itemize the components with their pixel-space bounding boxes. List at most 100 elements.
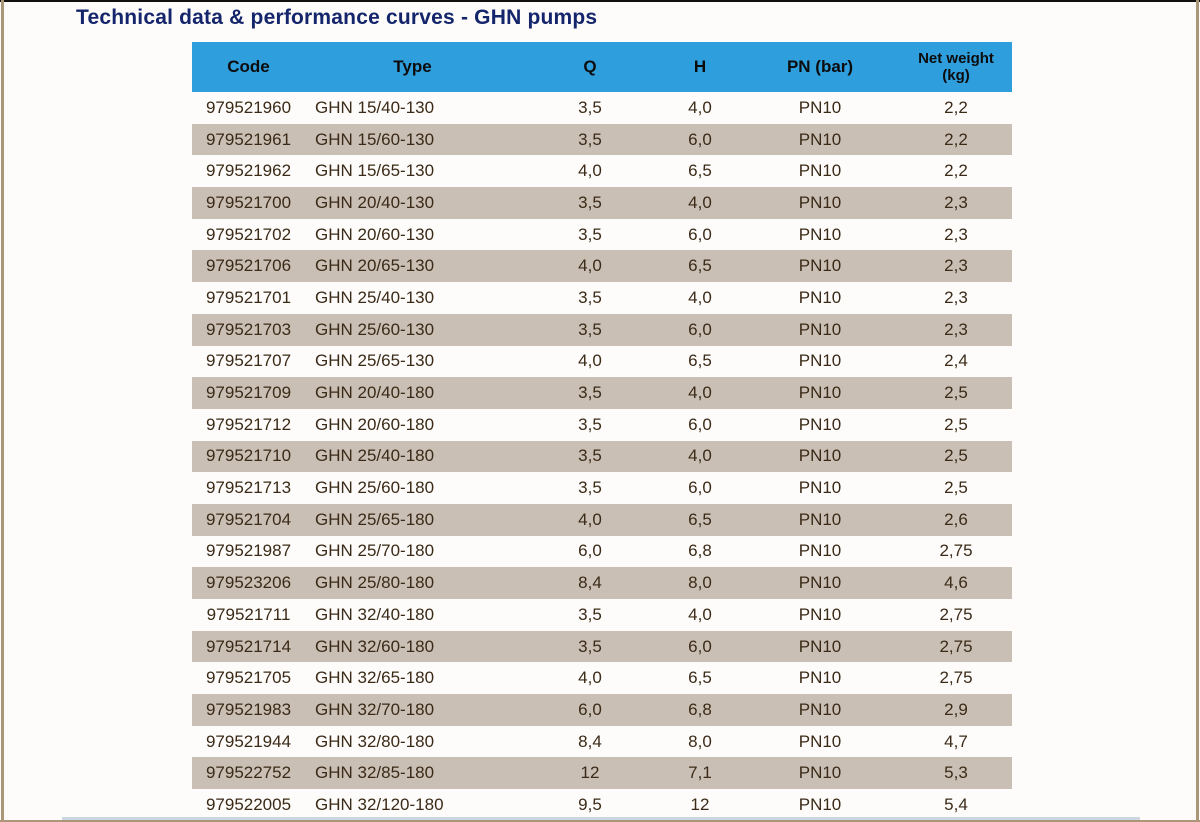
cell-q: 12 [580,763,600,783]
table-row: 979522752 GHN 32/85-180 12 7,1 PN10 5,3 [192,757,1012,790]
page-border-right [1196,0,1199,822]
cell-code: 979521707 [205,351,292,371]
cell-q: 3,5 [578,224,602,244]
cell-weight: 2,4 [944,351,968,371]
cell-code: 979521944 [205,731,292,751]
cell-pn: PN10 [798,573,842,593]
column-header-h: H [660,42,740,92]
cell-type: GHN 20/40-180 [315,383,435,403]
cell-code: 979521703 [205,319,292,339]
cell-type: GHN 20/60-180 [315,414,435,434]
page-border-top [0,0,1200,2]
cell-type: GHN 25/65-180 [315,509,435,529]
table-row: 979521713 GHN 25/60-180 3,5 6,0 PN10 2,5 [192,472,1012,504]
cell-q: 4,0 [578,668,602,688]
cell-h: 6,0 [688,319,712,339]
cell-weight: 2,6 [944,509,968,529]
cell-pn: PN10 [798,478,842,498]
cell-pn: PN10 [798,414,842,434]
cell-h: 6,0 [688,414,712,434]
cell-weight: 2,2 [944,129,968,149]
table-row: 979521711 GHN 32/40-180 3,5 4,0 PN10 2,75 [192,599,1012,631]
cell-pn: PN10 [798,383,842,403]
cell-h: 6,0 [688,224,712,244]
cell-h: 4,0 [688,383,712,403]
cell-type: GHN 25/40-180 [315,446,435,466]
table-row: 979521960 GHN 15/40-130 3,5 4,0 PN10 2,2 [192,92,1012,124]
table-row: 979521702 GHN 20/60-130 3,5 6,0 PN10 2,3 [192,219,1012,251]
cell-code: 979521987 [205,541,292,561]
cell-pn: PN10 [798,224,842,244]
cell-pn: PN10 [798,161,842,181]
cell-pn: PN10 [798,731,842,751]
cell-q: 3,5 [578,604,602,624]
cell-h: 6,5 [688,351,712,371]
cell-pn: PN10 [798,541,842,561]
cell-type: GHN 25/70-180 [315,541,435,561]
cell-pn: PN10 [798,794,842,814]
cell-h: 6,8 [688,699,712,719]
cell-weight: 2,3 [944,256,968,276]
table-row: 979521961 GHN 15/60-130 3,5 6,0 PN10 2,2 [192,123,1012,156]
cell-q: 3,5 [578,192,602,212]
cell-code: 979521961 [205,129,292,149]
cell-type: GHN 32/65-180 [315,668,435,688]
cell-q: 3,5 [578,446,602,466]
cell-code: 979521705 [205,668,292,688]
cell-h: 6,5 [688,256,712,276]
cell-pn: PN10 [798,192,842,212]
cell-h: 8,0 [688,731,712,751]
cell-type: GHN 20/60-130 [315,224,435,244]
table-row: 979522005 GHN 32/120-180 9,5 12 PN10 5,4 [192,789,1012,821]
cell-pn: PN10 [798,287,842,307]
cell-q: 3,5 [578,319,602,339]
page-title: Technical data & performance curves - GH… [76,6,598,29]
cell-q: 3,5 [578,636,602,656]
cell-type: GHN 25/60-180 [315,478,435,498]
table-row: 979521710 GHN 25/40-180 3,5 4,0 PN10 2,5 [192,440,1012,473]
cell-code: 979521960 [205,97,292,117]
table-row: 979521700 GHN 20/40-130 3,5 4,0 PN10 2,3 [192,187,1012,219]
cell-q: 3,5 [578,383,602,403]
cell-type: GHN 15/60-130 [315,129,435,149]
cell-pn: PN10 [798,763,842,783]
cell-h: 4,0 [688,287,712,307]
cell-h: 12 [690,794,710,814]
cell-pn: PN10 [798,699,842,719]
cell-type: GHN 15/65-130 [315,161,435,181]
cell-weight: 2,2 [944,161,968,181]
table-body: 979521960 GHN 15/40-130 3,5 4,0 PN10 2,2 97952… [192,92,1012,821]
cell-weight: 2,3 [944,287,968,307]
pump-data-table: Code Type Q H PN (bar) Net weight (kg) 979521… [192,42,1012,821]
page-border-bottom [0,820,1200,822]
cell-weight: 2,75 [939,541,973,561]
column-header-code: Code [192,42,305,92]
table-row: 979521707 GHN 25/65-130 4,0 6,5 PN10 2,4 [192,346,1012,378]
cell-h: 6,0 [688,478,712,498]
cell-q: 4,0 [578,351,602,371]
cell-code: 979521706 [205,256,292,276]
cell-q: 8,4 [578,731,602,751]
cell-code: 979521711 [206,604,291,624]
cell-h: 4,0 [688,446,712,466]
cell-q: 3,5 [578,414,602,434]
cell-type: GHN 15/40-130 [315,97,435,117]
cell-h: 4,0 [688,604,712,624]
cell-weight: 2,3 [944,224,968,244]
cell-h: 6,5 [688,161,712,181]
cell-type: GHN 32/60-180 [315,636,435,656]
cell-type: GHN 25/65-130 [315,351,435,371]
table-row: 979521703 GHN 25/60-130 3,5 6,0 PN10 2,3 [192,313,1012,346]
table-row: 979521705 GHN 32/65-180 4,0 6,5 PN10 2,75 [192,662,1012,694]
cell-weight: 4,7 [944,731,968,751]
cell-code: 979522752 [205,763,292,783]
cell-pn: PN10 [798,604,842,624]
cell-q: 8,4 [578,573,602,593]
cell-weight: 5,3 [944,763,968,783]
cell-type: GHN 25/80-180 [315,573,435,593]
cell-type: GHN 20/40-130 [315,192,435,212]
cell-weight: 2,5 [944,383,968,403]
cell-type: GHN 32/70-180 [315,699,435,719]
cell-type: GHN 25/60-130 [315,319,435,339]
cell-type: GHN 32/80-180 [315,731,435,751]
